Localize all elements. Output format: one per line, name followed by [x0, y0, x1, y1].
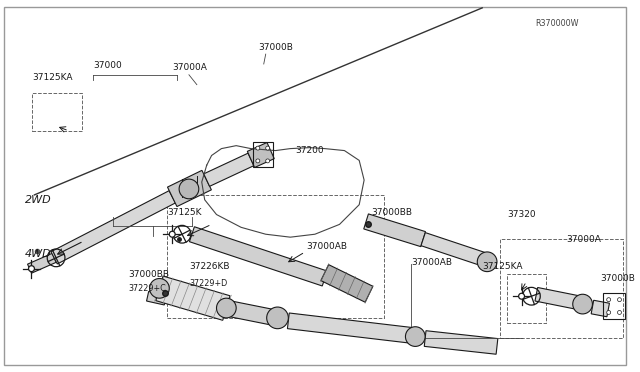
Text: 37000AB: 37000AB [412, 258, 452, 267]
Circle shape [169, 231, 175, 237]
Polygon shape [247, 142, 275, 167]
Text: 37000BB: 37000BB [128, 269, 169, 279]
Text: 37000: 37000 [93, 61, 122, 70]
Polygon shape [364, 214, 426, 247]
Text: R370000W: R370000W [535, 19, 579, 28]
Circle shape [179, 179, 199, 199]
Circle shape [267, 307, 289, 329]
Text: 4WD: 4WD [24, 249, 51, 259]
Text: 37229+C: 37229+C [128, 284, 166, 293]
Text: 37200: 37200 [295, 147, 324, 155]
Text: 37000B: 37000B [258, 43, 292, 52]
Bar [507, 273, 546, 323]
Polygon shape [51, 191, 175, 264]
Polygon shape [156, 276, 230, 320]
Circle shape [29, 266, 35, 272]
Bar [33, 93, 82, 131]
Text: 37320: 37320 [507, 211, 536, 219]
Text: 37000BB: 37000BB [371, 208, 412, 218]
Circle shape [477, 252, 497, 272]
Polygon shape [147, 291, 166, 305]
Text: 2WD: 2WD [24, 195, 51, 205]
Bar [604, 293, 625, 319]
Text: 37125KA: 37125KA [33, 73, 73, 82]
Circle shape [266, 159, 269, 163]
Text: 37226KB: 37226KB [189, 262, 230, 271]
Circle shape [406, 327, 425, 346]
Polygon shape [424, 331, 498, 354]
Circle shape [518, 293, 525, 299]
Polygon shape [225, 300, 277, 326]
Circle shape [216, 298, 236, 318]
Text: 37229+D: 37229+D [189, 279, 227, 288]
Circle shape [607, 311, 611, 314]
Polygon shape [535, 288, 582, 310]
Text: 37000AB: 37000AB [306, 242, 347, 251]
Polygon shape [28, 253, 56, 273]
Text: 37000A: 37000A [566, 235, 601, 244]
Polygon shape [287, 313, 414, 343]
Bar [253, 142, 273, 167]
Bar [167, 195, 384, 318]
Polygon shape [321, 264, 373, 302]
Circle shape [256, 146, 260, 150]
Bar [500, 239, 623, 337]
Text: 37000A: 37000A [172, 63, 207, 72]
Circle shape [618, 311, 621, 314]
Circle shape [573, 294, 593, 314]
Text: 37125K: 37125K [167, 208, 202, 218]
Polygon shape [168, 170, 211, 206]
Polygon shape [591, 300, 609, 317]
Polygon shape [421, 232, 484, 265]
Polygon shape [204, 153, 254, 186]
Circle shape [256, 159, 260, 163]
Circle shape [607, 298, 611, 302]
Polygon shape [189, 227, 327, 286]
Text: 37000B: 37000B [600, 275, 635, 283]
Text: 37125KA: 37125KA [482, 262, 523, 271]
Circle shape [618, 298, 621, 302]
Circle shape [150, 279, 169, 298]
Circle shape [266, 146, 269, 150]
